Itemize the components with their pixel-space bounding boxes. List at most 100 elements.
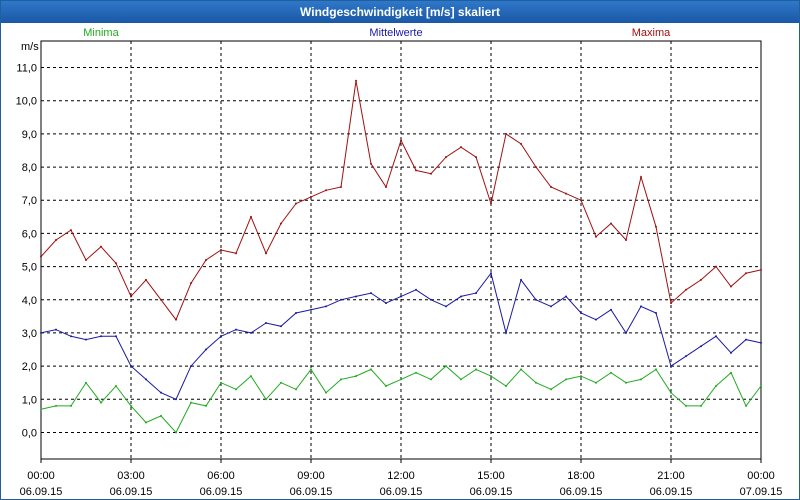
x-tick-date-label: 06.09.15 <box>470 486 513 498</box>
legend-minima: Minima <box>83 27 119 39</box>
data-point-maxima <box>715 265 717 268</box>
data-point-mittelwerte <box>55 328 57 331</box>
data-point-maxima <box>685 288 687 291</box>
data-point-mittelwerte <box>325 305 327 308</box>
x-tick-date-label: 06.09.15 <box>290 486 333 498</box>
data-point-minima <box>655 368 657 371</box>
data-point-minima <box>430 378 432 381</box>
y-tick-label: 4,0 <box>22 295 37 307</box>
x-tick-date-label: 06.09.15 <box>20 486 63 498</box>
data-point-mittelwerte <box>700 345 702 348</box>
data-point-maxima <box>100 245 102 248</box>
data-point-mittelwerte <box>550 305 552 308</box>
data-point-minima <box>205 404 207 407</box>
data-point-minima <box>460 378 462 381</box>
data-point-maxima <box>670 302 672 305</box>
data-point-maxima <box>625 239 627 242</box>
data-point-mittelwerte <box>40 331 42 334</box>
data-point-maxima <box>370 162 372 165</box>
data-point-minima <box>265 398 267 401</box>
y-tick-label: 3,0 <box>22 328 37 340</box>
data-point-minima <box>55 404 57 407</box>
data-point-mittelwerte <box>580 312 582 315</box>
y-tick-label: 2,0 <box>22 361 37 373</box>
data-point-mittelwerte <box>175 398 177 401</box>
data-point-minima <box>670 391 672 394</box>
data-point-mittelwerte <box>760 341 762 344</box>
x-tick-time-label: 09:00 <box>297 470 325 482</box>
data-point-maxima <box>745 272 747 275</box>
data-point-minima <box>130 404 132 407</box>
x-tick-time-label: 18:00 <box>567 470 595 482</box>
data-point-minima <box>220 381 222 384</box>
data-point-maxima <box>55 239 57 242</box>
data-point-mittelwerte <box>280 325 282 328</box>
data-point-minima <box>40 408 42 411</box>
data-point-maxima <box>310 195 312 198</box>
data-point-mittelwerte <box>160 391 162 394</box>
data-point-maxima <box>265 252 267 255</box>
data-point-minima <box>565 378 567 381</box>
data-point-mittelwerte <box>220 335 222 338</box>
data-point-minima <box>490 375 492 378</box>
data-point-minima <box>325 391 327 394</box>
data-point-mittelwerte <box>565 295 567 298</box>
data-point-maxima <box>610 222 612 225</box>
data-point-mittelwerte <box>610 308 612 311</box>
data-point-minima <box>340 378 342 381</box>
data-point-minima <box>445 365 447 368</box>
data-point-mittelwerte <box>250 331 252 334</box>
data-point-minima <box>175 431 177 434</box>
data-point-minima <box>280 381 282 384</box>
data-point-mittelwerte <box>295 312 297 315</box>
data-point-mittelwerte <box>265 321 267 324</box>
data-point-maxima <box>430 172 432 175</box>
x-tick-time-label: 15:00 <box>477 470 505 482</box>
data-point-minima <box>610 371 612 374</box>
data-point-minima <box>595 381 597 384</box>
data-point-mittelwerte <box>445 305 447 308</box>
data-point-mittelwerte <box>400 295 402 298</box>
data-point-minima <box>385 385 387 388</box>
data-point-mittelwerte <box>70 335 72 338</box>
y-tick-label: 8,0 <box>22 162 37 174</box>
x-tick-date-label: 07.09.15 <box>740 486 783 498</box>
data-point-minima <box>190 401 192 404</box>
x-tick-date-label: 06.09.15 <box>560 486 603 498</box>
data-point-minima <box>505 385 507 388</box>
y-tick-label: 1,0 <box>22 394 37 406</box>
y-tick-label: 5,0 <box>22 262 37 274</box>
data-point-minima <box>550 388 552 391</box>
x-tick-time-label: 21:00 <box>657 470 685 482</box>
data-point-maxima <box>580 199 582 202</box>
data-point-minima <box>760 385 762 388</box>
data-point-maxima <box>655 225 657 228</box>
data-point-mittelwerte <box>355 295 357 298</box>
data-point-minima <box>685 404 687 407</box>
data-point-mittelwerte <box>130 365 132 368</box>
legend-maxima: Maxima <box>632 27 671 39</box>
data-point-mittelwerte <box>490 272 492 275</box>
x-tick-date-label: 06.09.15 <box>650 486 693 498</box>
y-tick-label: 7,0 <box>22 195 37 207</box>
data-point-minima <box>115 385 117 388</box>
data-point-maxima <box>85 258 87 261</box>
data-point-minima <box>535 381 537 384</box>
data-point-minima <box>700 404 702 407</box>
data-point-maxima <box>235 252 237 255</box>
data-point-mittelwerte <box>730 351 732 354</box>
data-point-maxima <box>40 255 42 258</box>
data-point-minima <box>625 381 627 384</box>
data-point-minima <box>235 388 237 391</box>
data-point-mittelwerte <box>145 378 147 381</box>
data-point-mittelwerte <box>340 298 342 301</box>
data-point-maxima <box>415 169 417 172</box>
data-point-maxima <box>145 278 147 281</box>
data-point-maxima <box>565 192 567 195</box>
data-point-mittelwerte <box>115 335 117 338</box>
y-tick-label: 11,0 <box>16 63 37 75</box>
data-point-maxima <box>400 139 402 142</box>
data-point-maxima <box>550 185 552 188</box>
data-point-maxima <box>160 298 162 301</box>
